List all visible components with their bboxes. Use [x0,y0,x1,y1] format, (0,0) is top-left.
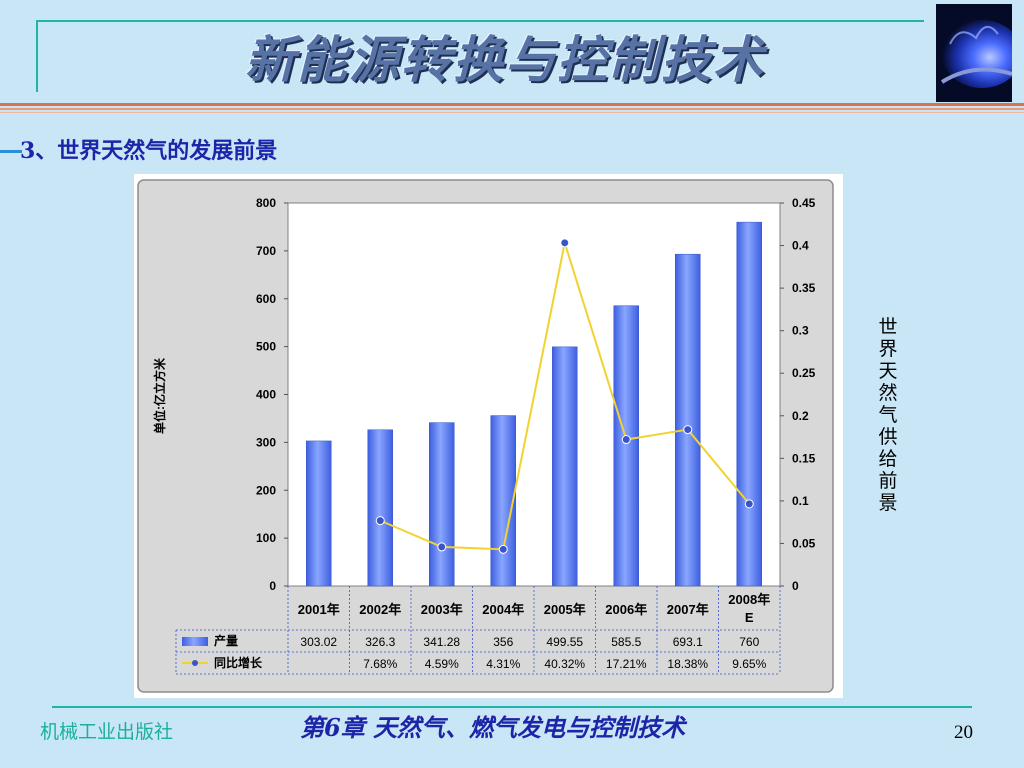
legend-line-label: 同比增长 [214,655,263,670]
right-tick-label: 0 [792,579,799,593]
right-tick-label: 0.1 [792,494,809,508]
left-tick-label: 400 [256,388,276,402]
footer-publisher: 机械工业出版社 [40,721,174,743]
category-label: E [745,610,754,625]
category-label: 2007年 [667,602,709,617]
page-number: 20 [954,722,973,743]
legend-bar-label: 产量 [214,633,238,648]
left-tick-label: 100 [256,531,276,545]
data-table: 2001年 2002年 2003年 2004年 2005年 2006年 2007年 2008年… [175,586,781,675]
right-tick-label: 0.15 [792,451,816,465]
left-tick-label: 0 [269,579,276,593]
bar-series [306,221,762,587]
growth-point [683,425,693,435]
bar [675,253,701,587]
bar-value-label: 693.1 [673,635,703,649]
growth-point [498,544,508,554]
bar-value-label: 341.28 [423,635,460,649]
y-axis-title: 单位:亿立方米 [152,357,167,434]
header-vertical-line [36,20,38,92]
bar-value-label: 585.5 [611,635,641,649]
right-tick-label: 0.2 [792,409,809,423]
category-label: 2003年 [421,602,463,617]
growth-value-label: 18.38% [667,657,708,671]
growth-point [437,542,447,552]
left-tick-label: 800 [256,196,276,210]
side-caption: 世界天然气供给前景 [878,316,898,514]
right-tick-label: 0.3 [792,324,809,338]
bar [490,415,516,587]
growth-value-label: 40.32% [544,657,585,671]
category-label: 2008年 [728,592,770,607]
growth-value-label: 7.68% [363,657,397,671]
growth-point [375,516,385,526]
left-tick-label: 300 [256,435,276,449]
left-axis-ticks: 0 100 200 300 400 500 600 700 800 [256,196,288,593]
category-label: 2004年 [482,602,524,617]
growth-value-label: 4.31% [486,657,520,671]
bar-value-label: 499.55 [546,635,583,649]
section-subtitle: 3、世界天然气的发展前景 [20,138,278,164]
footer-line [52,706,972,708]
bar-value-label: 760 [739,635,759,649]
category-label: 2001年 [298,602,340,617]
category-label: 2006年 [605,602,647,617]
bar [367,429,393,587]
bar [429,422,455,587]
header-stripe [0,108,1024,110]
subtitle-dash [0,150,22,153]
footer-chapter: 第6章 天然气、燃气发电与控制技术 [300,713,686,742]
left-tick-label: 700 [256,244,276,258]
left-tick-label: 200 [256,483,276,497]
bar [552,346,578,587]
growth-point [621,435,631,445]
bar-value-label: 326.3 [365,635,395,649]
growth-point [744,499,754,509]
gas-flame-image [936,4,1012,102]
bar [306,440,332,587]
legend-line-marker [192,660,198,666]
bar [613,305,639,587]
header-stripe [0,112,1024,113]
growth-point [560,238,570,248]
left-tick-label: 600 [256,292,276,306]
category-label: 2002年 [359,602,401,617]
right-tick-label: 0.45 [792,196,816,210]
header-stripe [0,103,1024,106]
growth-value-label: 4.59% [425,657,459,671]
right-axis-ticks: 0 0.05 0.1 0.15 0.2 0.25 0.3 0.35 0.4 0.45 [780,196,816,593]
legend-bar-swatch [182,637,208,646]
header-top-line [36,20,924,22]
growth-value-label: 9.65% [732,657,766,671]
right-tick-label: 0.05 [792,536,816,550]
line-series [375,238,754,554]
bar-value-label: 303.02 [300,635,337,649]
right-tick-label: 0.4 [792,239,809,253]
growth-value-label: 17.21% [606,657,647,671]
category-label: 2005年 [544,602,586,617]
bar [736,221,762,587]
right-tick-label: 0.25 [792,366,816,380]
left-tick-label: 500 [256,340,276,354]
right-tick-label: 0.35 [792,281,816,295]
bar-value-label: 356 [493,635,513,649]
page-title: 新能源转换与控制技术 [245,31,765,89]
